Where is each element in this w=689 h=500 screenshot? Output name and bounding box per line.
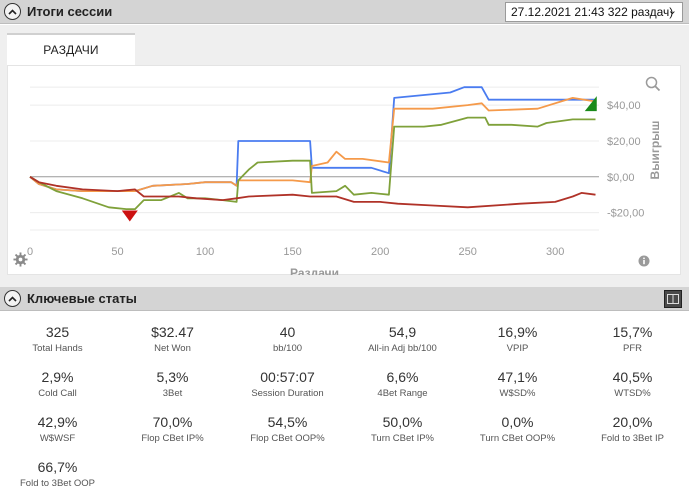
chevron-up-icon — [8, 8, 17, 15]
x-tick-label: 150 — [283, 246, 301, 258]
stat-item: 2,9% Cold Call — [0, 369, 115, 400]
stat-value: 40,5% — [612, 369, 653, 385]
stat-value: 6,6% — [386, 369, 419, 385]
chevron-down-icon: ⌄ — [667, 5, 677, 17]
stat-value: 325 — [45, 324, 70, 340]
y-tick-label: $0,00 — [607, 172, 635, 184]
stat-value: 2,9% — [41, 369, 74, 385]
stat-label: Turn CBet IP% — [370, 433, 434, 444]
stat-label: W$SD% — [499, 388, 536, 399]
y-tick-label: -$20,00 — [607, 208, 644, 220]
stat-label: All-in Adj bb/100 — [368, 343, 437, 354]
stat-value: 42,9% — [37, 414, 78, 430]
stat-label: Cold Call — [38, 388, 77, 399]
stat-label: 4Bet Range — [377, 388, 428, 399]
stat-item: 5,3% 3Bet — [115, 369, 230, 400]
stat-value: 5,3% — [156, 369, 189, 385]
stat-item: 70,0% Flop CBet IP% — [115, 414, 230, 445]
stat-label: Turn CBet OOP% — [479, 433, 556, 444]
stat-value: $32.47 — [151, 324, 194, 340]
stat-value: 20,0% — [612, 414, 653, 430]
x-tick-label: 250 — [459, 246, 477, 258]
stat-value: 66,7% — [37, 459, 78, 475]
stat-item: 0,0% Turn CBet OOP% — [460, 414, 575, 445]
series-line-3 — [29, 116, 596, 211]
chevron-up-icon — [8, 295, 17, 302]
y-tick-label: $20,00 — [607, 136, 641, 148]
x-tick-label: 200 — [371, 246, 389, 258]
stat-item: 54,9 All-in Adj bb/100 — [345, 324, 460, 355]
stat-label: Fold to 3Bet IP — [601, 433, 664, 444]
stat-label: 3Bet — [162, 388, 183, 399]
info-icon[interactable] — [638, 255, 650, 267]
stat-item: 42,9% W$WSF — [0, 414, 115, 445]
key-stats-title: Ключевые статы — [27, 291, 137, 306]
tab-hands[interactable]: РАЗДАЧИ — [7, 33, 135, 65]
stat-item: 50,0% Turn CBet IP% — [345, 414, 460, 445]
x-axis-label: Раздачи — [290, 266, 339, 275]
key-stats-header: Ключевые статы — [0, 287, 689, 311]
stat-item: 40 bb/100 — [230, 324, 345, 355]
stat-value: 00:57:07 — [260, 369, 315, 385]
stat-item: 325 Total Hands — [0, 324, 115, 355]
session-select[interactable]: 27.12.2021 21:43 322 раздач) ⌄ — [505, 2, 683, 22]
collapse-session-summary-button[interactable] — [4, 3, 21, 20]
x-tick-label: 0 — [27, 246, 33, 258]
x-tick-label: 300 — [546, 246, 564, 258]
stat-value: 16,9% — [497, 324, 538, 340]
stat-value: 0,0% — [501, 414, 534, 430]
session-summary-title: Итоги сессии — [27, 4, 113, 19]
stat-label: VPIP — [506, 343, 529, 354]
layout-icon — [667, 294, 679, 304]
zoom-icon[interactable] — [645, 76, 661, 92]
stat-label: Session Duration — [251, 388, 324, 399]
series-line-1 — [29, 86, 596, 192]
series-line-2 — [29, 97, 596, 192]
stat-value: 54,9 — [388, 324, 417, 340]
stat-label: Total Hands — [32, 343, 83, 354]
chart-panel: -$20,00 $0,00 $20,00 $40,00 0 50 100 150 200 250 3… — [7, 65, 681, 275]
stat-item: 16,9% VPIP — [460, 324, 575, 355]
stat-value: 54,5% — [267, 414, 308, 430]
x-tick-label: 100 — [196, 246, 214, 258]
stat-item: 00:57:07 Session Duration — [230, 369, 345, 400]
y-axis-label: Выигрыш — [648, 121, 662, 180]
profit-chart: -$20,00 $0,00 $20,00 $40,00 0 50 100 150 200 250 3… — [7, 65, 681, 275]
series-line-4 — [29, 176, 596, 209]
stat-item: 6,6% 4Bet Range — [345, 369, 460, 400]
stat-value: 15,7% — [612, 324, 653, 340]
session-select-value: 27.12.2021 21:43 322 раздач) — [511, 5, 674, 19]
min-marker — [121, 210, 138, 222]
stat-value: 47,1% — [497, 369, 538, 385]
stat-item: 20,0% Fold to 3Bet IP — [575, 414, 689, 445]
chart-frame — [7, 65, 681, 275]
stat-item: 66,7% Fold to 3Bet OOP — [0, 459, 115, 490]
x-tick-label: 50 — [111, 246, 123, 258]
stat-item: $32.47 Net Won — [115, 324, 230, 355]
max-marker — [584, 96, 597, 112]
stat-label: PFR — [623, 343, 642, 354]
stat-value: 40 — [279, 324, 296, 340]
key-stats-grid: 325 Total Hands $32.47 Net Won 40 bb/100 54,9 A… — [0, 312, 689, 500]
stat-label: bb/100 — [272, 343, 303, 354]
stat-label: Net Won — [154, 343, 191, 354]
stat-item: 15,7% PFR — [575, 324, 689, 355]
stat-label: WTSD% — [614, 388, 651, 399]
gear-icon[interactable] — [13, 252, 28, 267]
stat-item: 40,5% WTSD% — [575, 369, 689, 400]
collapse-key-stats-button[interactable] — [4, 290, 21, 307]
stat-label: Flop CBet IP% — [141, 433, 204, 444]
session-summary-header: Итоги сессии 27.12.2021 21:43 322 раздач… — [0, 0, 689, 24]
y-tick-label: $40,00 — [607, 100, 641, 112]
stat-item: 47,1% W$SD% — [460, 369, 575, 400]
stat-label: Flop CBet OOP% — [250, 433, 325, 444]
stat-label: W$WSF — [39, 433, 76, 444]
stat-value: 50,0% — [382, 414, 423, 430]
stat-label: Fold to 3Bet OOP — [20, 478, 95, 489]
layout-button[interactable] — [664, 290, 682, 308]
stat-value: 70,0% — [152, 414, 193, 430]
stat-item: 54,5% Flop CBet OOP% — [230, 414, 345, 445]
chart-area: РАЗДАЧИ -$20,00 $0,00 $20,00 $40,00 0 50 100 15… — [0, 25, 689, 287]
